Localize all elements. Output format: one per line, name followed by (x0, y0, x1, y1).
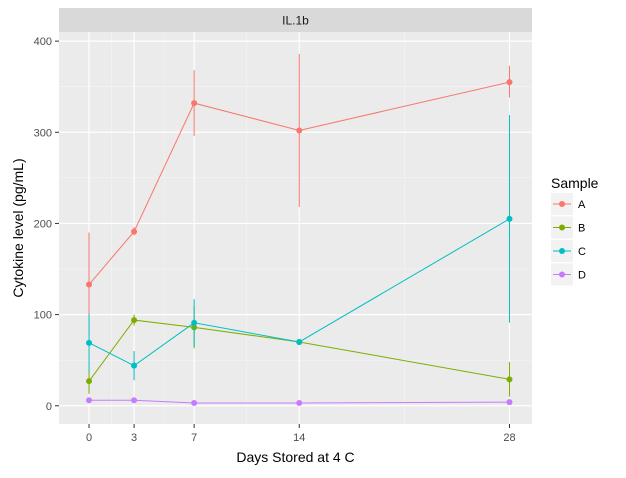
facet-strip (59, 8, 532, 32)
data-point (296, 338, 303, 345)
legend-key-point (559, 224, 565, 231)
data-point (131, 397, 138, 404)
legend-label: B (578, 223, 585, 235)
legend-item-A: A (551, 193, 586, 215)
legend-key-point (559, 248, 565, 254)
series-D (86, 397, 513, 407)
x-axis: 0 3 7 14 28 (86, 424, 516, 444)
data-point (296, 127, 303, 134)
legend-key-point (559, 271, 565, 278)
legend-label: A (578, 199, 586, 211)
legend-item-D: D (551, 263, 586, 286)
data-point (131, 362, 138, 369)
legend-key-point (559, 201, 565, 207)
y-tick-label: 100 (34, 310, 52, 322)
x-axis-label: Days Stored at 4 C (236, 449, 354, 465)
y-axis: 0 100 200 300 400 (34, 36, 59, 413)
y-tick-label: 400 (34, 36, 52, 48)
x-tick-label: 3 (131, 432, 137, 444)
data-point (191, 400, 198, 407)
x-tick-label: 14 (293, 432, 305, 444)
legend-label: C (578, 246, 586, 258)
y-tick-label: 0 (46, 401, 52, 413)
x-tick-label: 28 (503, 432, 515, 444)
data-point (191, 100, 198, 107)
legend-item-B: B (551, 216, 585, 239)
data-point (506, 215, 513, 222)
data-point (506, 376, 513, 383)
legend-label: D (578, 270, 586, 282)
plot-background (59, 32, 532, 424)
facet-title: IL.1b (282, 14, 309, 28)
data-point (296, 400, 303, 407)
y-tick-label: 300 (34, 127, 52, 139)
data-point (86, 397, 93, 404)
y-axis-label: Cytokine level (pg/mL) (10, 158, 26, 297)
data-point (86, 339, 93, 346)
legend-title: Sample (551, 175, 599, 191)
legend-item-C: C (551, 240, 586, 262)
series-layer (86, 53, 513, 407)
y-tick-label: 200 (34, 218, 52, 230)
data-point (131, 317, 138, 324)
series-C (86, 114, 513, 381)
x-tick-label: 0 (86, 432, 92, 444)
data-point (86, 378, 93, 385)
data-point (506, 399, 513, 406)
data-point (131, 228, 138, 235)
x-tick-label: 7 (191, 432, 197, 444)
data-point (86, 281, 93, 288)
data-point (191, 319, 198, 326)
data-point (506, 79, 513, 86)
series-A (86, 53, 513, 336)
